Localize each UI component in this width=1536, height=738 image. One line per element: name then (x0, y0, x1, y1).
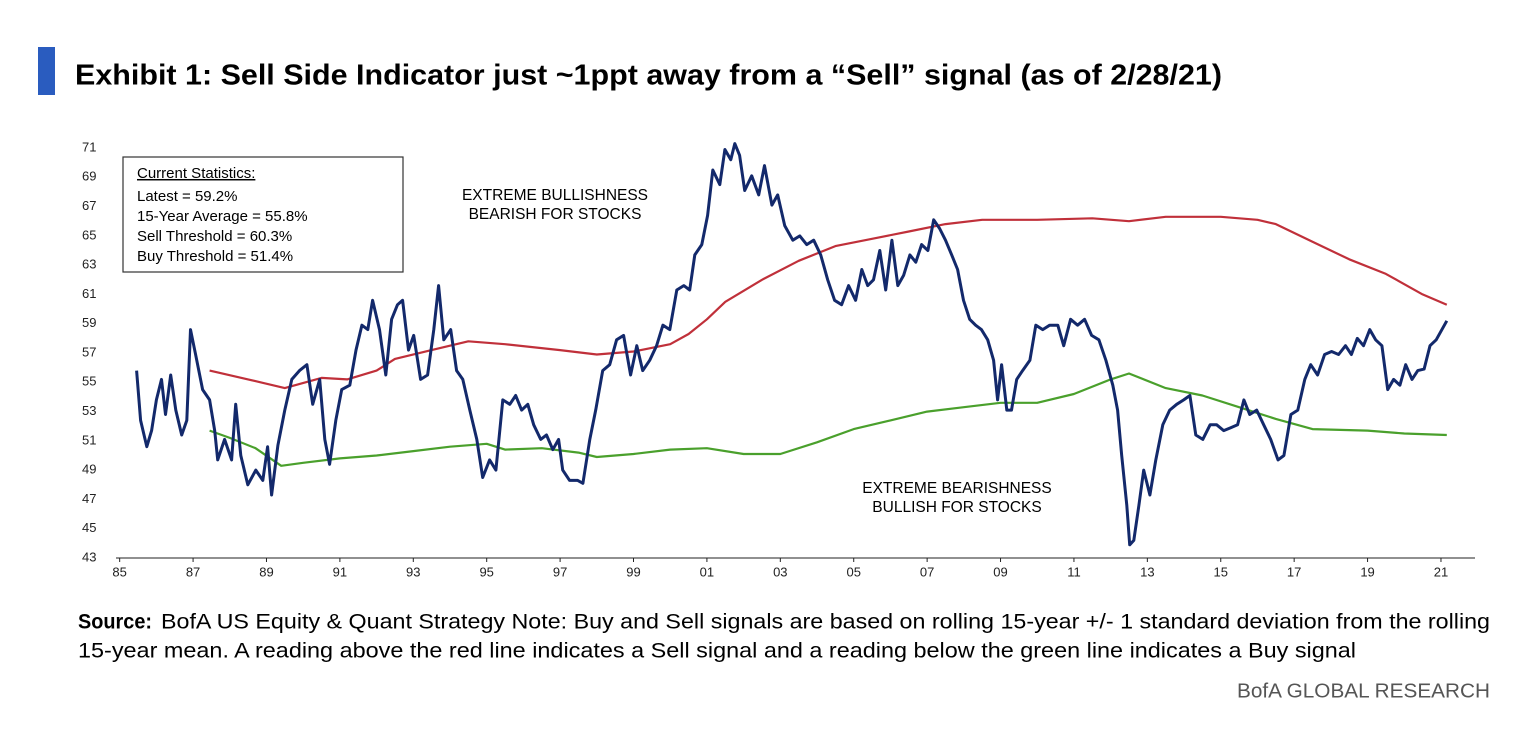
annotation: BEARISH FOR STOCKS (469, 206, 642, 223)
series-line (135, 142, 1449, 547)
footer: BofA GLOBAL RESEARCH (1237, 680, 1490, 702)
y-tick-label: 51 (82, 432, 96, 447)
x-tick-label: 19 (1360, 564, 1374, 579)
y-tick-label: 49 (82, 462, 96, 477)
x-tick-label: 17 (1287, 564, 1301, 579)
y-tick-label: 55 (82, 374, 96, 389)
annotation: EXTREME BEARISHNESS (862, 480, 1052, 497)
x-tick-label: 11 (1067, 564, 1081, 579)
chart-title: Exhibit 1: Sell Side Indicator just ~1pp… (75, 60, 1222, 92)
y-tick-label: 67 (82, 198, 96, 213)
x-tick-label: 85 (112, 564, 126, 579)
x-tick-label: 09 (993, 564, 1007, 579)
annotation: EXTREME BULLISHNESS (462, 187, 648, 204)
stat-line: Latest = 59.2% (137, 188, 238, 205)
source-label: Source: (78, 611, 152, 634)
y-tick-label: 53 (82, 403, 96, 418)
x-tick-label: 07 (920, 564, 934, 579)
stat-line: Sell Threshold = 60.3% (137, 228, 292, 245)
x-tick-label: 05 (846, 564, 860, 579)
y-tick-label: 63 (82, 257, 96, 272)
x-tick-label: 87 (186, 564, 200, 579)
source-text: BofA US Equity & Quant Strategy Note: Bu… (161, 611, 1490, 634)
y-tick-label: 61 (82, 286, 96, 301)
x-tick-label: 01 (700, 564, 714, 579)
x-tick-label: 97 (553, 564, 567, 579)
x-tick-label: 91 (333, 564, 347, 579)
x-tick-label: 93 (406, 564, 420, 579)
series-line (209, 215, 1448, 390)
stats-box (122, 156, 404, 273)
y-tick-label: 45 (82, 520, 96, 535)
x-tick-label: 21 (1434, 564, 1448, 579)
x-tick-label: 15 (1214, 564, 1228, 579)
y-tick-label: 71 (82, 139, 96, 154)
x-tick-label: 03 (773, 564, 787, 579)
y-tick-label: 59 (82, 315, 96, 330)
y-tick-label: 65 (82, 227, 96, 242)
x-tick-label: 99 (626, 564, 640, 579)
y-tick-label: 43 (82, 549, 96, 564)
stats-heading: Current Statistics: (137, 165, 255, 182)
stat-line: Buy Threshold = 51.4% (137, 248, 293, 265)
title-marker (38, 47, 55, 95)
annotation: BULLISH FOR STOCKS (872, 499, 1041, 516)
source-text: 15-year mean. A reading above the red li… (78, 640, 1356, 663)
y-tick-label: 47 (82, 491, 96, 506)
y-tick-label: 69 (82, 169, 96, 184)
y-tick-label: 57 (82, 344, 96, 359)
x-tick-label: 89 (259, 564, 273, 579)
x-tick-label: 95 (479, 564, 493, 579)
stat-line: 15-Year Average = 55.8% (137, 208, 308, 225)
series-line (209, 372, 1447, 467)
x-tick-label: 13 (1140, 564, 1154, 579)
